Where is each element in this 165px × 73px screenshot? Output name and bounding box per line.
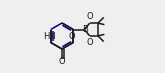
Text: O: O — [87, 12, 94, 21]
Text: O: O — [59, 57, 65, 66]
Text: HN: HN — [43, 32, 56, 41]
Text: B: B — [82, 25, 88, 34]
Text: O: O — [69, 32, 76, 41]
Text: O: O — [87, 38, 94, 47]
